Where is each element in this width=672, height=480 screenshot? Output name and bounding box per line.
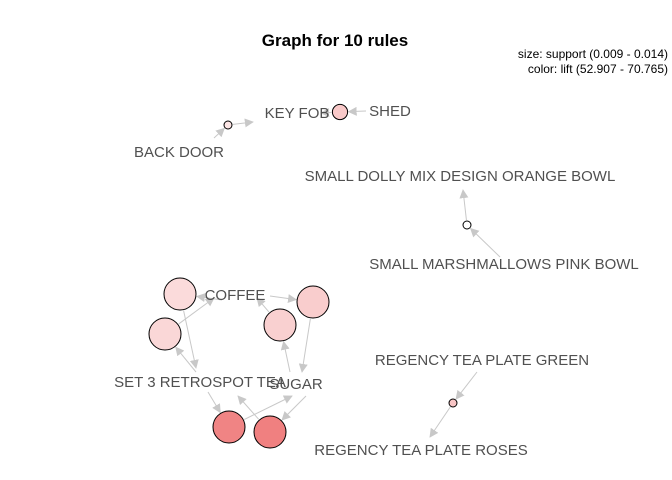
item-label-small-dolly-mix-design-orange-bowl: SMALL DOLLY MIX DESIGN ORANGE BOWL bbox=[305, 168, 616, 185]
edge-lhs-rule-5 bbox=[280, 340, 291, 373]
edge-rule-rhs-1 bbox=[320, 108, 332, 118]
item-label-coffee: COFFEE bbox=[205, 287, 266, 304]
rule-node-2 bbox=[223, 120, 233, 130]
edges-layer bbox=[175, 106, 501, 438]
edge-rule-rhs-6 bbox=[183, 310, 199, 369]
rule-node-6 bbox=[163, 277, 197, 311]
chart-title: Graph for 10 rules bbox=[262, 31, 408, 50]
rule-node-8 bbox=[253, 415, 287, 449]
edge-rule-rhs-2 bbox=[232, 118, 254, 128]
rule-node-5 bbox=[263, 308, 297, 342]
rule-nodes-layer bbox=[148, 103, 472, 449]
item-label-regency-tea-plate-green: REGENCY TEA PLATE GREEN bbox=[375, 352, 589, 369]
edge-rule-rhs-4 bbox=[178, 297, 215, 325]
rule-node-1 bbox=[331, 103, 349, 121]
edge-lhs-rule-1 bbox=[347, 106, 367, 116]
edge-lhs-rule-2 bbox=[213, 127, 225, 139]
edge-lhs-rule-9 bbox=[207, 391, 221, 414]
rule-node-9 bbox=[212, 410, 246, 444]
item-label-set-3-retrospot-tea: SET 3 RETROSPOT TEA bbox=[114, 374, 286, 391]
legend-color: color: lift (52.907 - 70.765) bbox=[528, 62, 668, 76]
edge-rule-rhs-10 bbox=[429, 406, 451, 438]
item-label-small-marshmallows-pink-bowl: SMALL MARSHMALLOWS PINK BOWL bbox=[369, 256, 639, 273]
edge-lhs-rule-8 bbox=[281, 395, 307, 421]
rule-node-4 bbox=[148, 317, 182, 351]
item-label-sugar: SUGAR bbox=[269, 376, 323, 393]
edge-rule-rhs-9 bbox=[244, 395, 293, 420]
edge-lhs-rule-6 bbox=[195, 293, 223, 303]
rule-node-10 bbox=[448, 398, 458, 408]
edge-lhs-rule-7 bbox=[269, 294, 298, 303]
edge-rule-rhs-7 bbox=[298, 318, 311, 373]
item-label-back-door: BACK DOOR bbox=[134, 144, 224, 161]
rule-node-3 bbox=[462, 220, 472, 230]
edge-rule-rhs-5 bbox=[256, 297, 270, 313]
edge-lhs-rule-3 bbox=[469, 227, 501, 258]
edge-lhs-rule-10 bbox=[455, 371, 478, 400]
rule-node-7 bbox=[296, 285, 330, 319]
item-label-key-fob: KEY FOB bbox=[265, 105, 330, 122]
legend-size: size: support (0.009 - 0.014) bbox=[518, 47, 668, 61]
edge-rule-rhs-8 bbox=[237, 395, 260, 420]
item-label-regency-tea-plate-roses: REGENCY TEA PLATE ROSES bbox=[314, 442, 527, 459]
item-label-shed: SHED bbox=[369, 103, 411, 120]
item-labels-layer: KEY FOB SHED BACK DOOR SMALL DOLLY MIX DESI… bbox=[114, 103, 639, 459]
edge-lhs-rule-4 bbox=[175, 346, 197, 373]
edge-rule-rhs-3 bbox=[459, 189, 469, 221]
